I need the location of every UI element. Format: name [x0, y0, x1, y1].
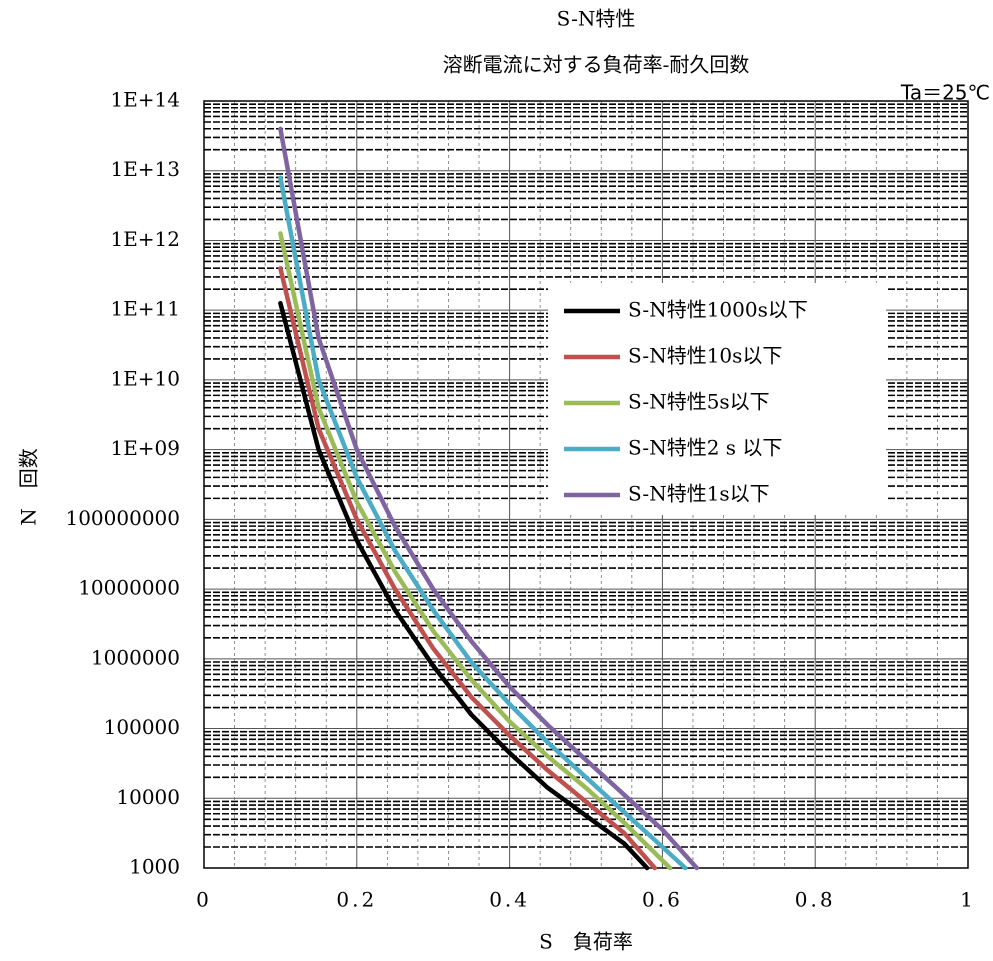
data-line	[278, 266, 658, 871]
data-line	[278, 300, 650, 871]
legend-box	[548, 283, 886, 515]
chart-title: S-N特性	[557, 7, 636, 31]
y-tick-label: 1E+12	[110, 227, 180, 251]
x-tick-label: 1	[960, 888, 976, 912]
y-tick-label: 1E+10	[110, 366, 180, 390]
legend-label: S-N特性10s以下	[628, 344, 782, 368]
x-tick-label: 0	[196, 888, 212, 912]
x-tick-label: 0.2	[336, 888, 377, 912]
chart-subtitle: 溶断電流に対する負荷率-耐久回数	[443, 53, 750, 77]
y-tick-label: 100000	[104, 715, 180, 739]
data-line	[278, 231, 673, 871]
legend-label: S-N特性2 s 以下	[628, 436, 782, 460]
y-tick-label: 1E+13	[110, 157, 180, 181]
y-tick-label: 10000000	[78, 576, 180, 600]
legend-label: S-N特性1000s以下	[628, 298, 808, 322]
y-tick-label: 100000000	[65, 506, 180, 530]
data-line	[278, 175, 688, 871]
data-line	[278, 126, 700, 871]
y-tick-label: 1E+11	[110, 297, 180, 321]
y-tick-label: 1000	[129, 855, 180, 879]
x-tick-label: 0.4	[489, 888, 530, 912]
legend-label: S-N特性1s以下	[628, 482, 770, 506]
y-tick-label: 1E+14	[110, 88, 180, 112]
legend-label: S-N特性5s以下	[628, 390, 770, 414]
x-tick-label: 0.6	[642, 888, 683, 912]
y-tick-label: 1E+09	[110, 436, 180, 460]
plot-border	[203, 100, 969, 869]
y-axis-label: N 回数	[17, 448, 41, 526]
y-tick-label: 10000	[116, 785, 180, 809]
x-tick-label: 0.8	[795, 888, 836, 912]
x-axis-label: S 負荷率	[539, 930, 633, 954]
y-tick-label: 1000000	[91, 645, 180, 669]
